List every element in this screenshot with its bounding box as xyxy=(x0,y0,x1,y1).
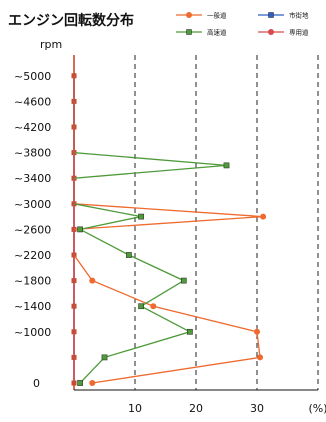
legend-marker xyxy=(268,29,274,35)
data-point xyxy=(187,328,193,335)
data-point xyxy=(150,303,157,310)
legend-marker xyxy=(186,12,192,18)
series-group xyxy=(73,75,267,386)
x-tick-label: 20 xyxy=(189,402,203,415)
series-line-2 xyxy=(73,75,227,384)
data-point xyxy=(126,252,132,258)
data-point xyxy=(77,380,83,386)
y-tick-label: ~1000 xyxy=(14,326,51,339)
x-tick-label: 30 xyxy=(250,402,264,415)
legend-label: 一般道 xyxy=(207,11,227,20)
y-tick-label: ~4200 xyxy=(14,121,51,134)
data-point xyxy=(138,303,144,310)
x-tick-label: 10 xyxy=(128,402,142,415)
data-point xyxy=(101,354,108,361)
y-axis: ~5000 ~4600 ~4200 ~3800 ~3400 ~3000 ~2600 ~2200… xyxy=(14,55,77,390)
x-tick-label: (%) xyxy=(308,402,326,415)
y-axis-unit: rpm xyxy=(40,38,62,51)
data-point xyxy=(257,354,264,361)
data-point xyxy=(89,277,96,284)
y-tick-label: ~3000 xyxy=(14,198,51,211)
data-point xyxy=(180,277,187,284)
y-tick-label: ~3800 xyxy=(14,147,51,160)
data-point xyxy=(77,226,83,233)
y-tick-label: ~2600 xyxy=(14,223,51,236)
data-point xyxy=(223,162,230,169)
y-tick-label: 0 xyxy=(33,377,40,390)
legend-label: 専用道 xyxy=(289,28,309,37)
chart-title: エンジン回転数分布 xyxy=(8,12,134,29)
legend-label: 高速道 xyxy=(207,28,227,37)
data-point xyxy=(260,213,267,220)
legend-marker xyxy=(186,29,192,35)
y-tick-label: ~5000 xyxy=(14,70,51,83)
x-axis: 10 20 30 (%) xyxy=(74,389,326,415)
y-tick-label: ~2200 xyxy=(14,249,51,262)
data-point xyxy=(89,380,96,386)
data-point xyxy=(138,213,144,220)
y-tick-label: ~4600 xyxy=(14,95,51,108)
y-tick-label: ~1800 xyxy=(14,275,51,288)
y-tick-label: ~3400 xyxy=(14,172,51,185)
series-line-0 xyxy=(73,75,264,384)
legend-label: 市街地 xyxy=(289,11,309,20)
y-tick-label: ~1400 xyxy=(14,300,51,313)
data-point xyxy=(254,328,260,335)
legend-marker xyxy=(268,12,274,18)
